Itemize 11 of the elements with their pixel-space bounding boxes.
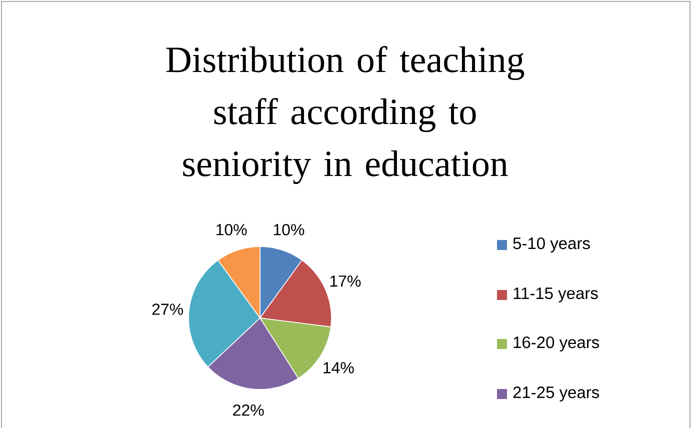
- legend-label: 21-25 years: [513, 386, 600, 402]
- data-label: 17%: [330, 276, 361, 287]
- data-label: 14%: [324, 362, 354, 374]
- legend-label: 5-10 years: [513, 238, 590, 252]
- legend-label: 16-20 years: [514, 336, 600, 352]
- data-label: 10%: [216, 224, 247, 236]
- data-label: 22%: [233, 404, 264, 416]
- legend-label: 11-15 years: [514, 288, 598, 302]
- data-label: 10%: [274, 224, 304, 236]
- data-label: 27%: [152, 304, 184, 315]
- chart-title: Distribution of teaching staff according to seniority in education: [166, 46, 524, 184]
